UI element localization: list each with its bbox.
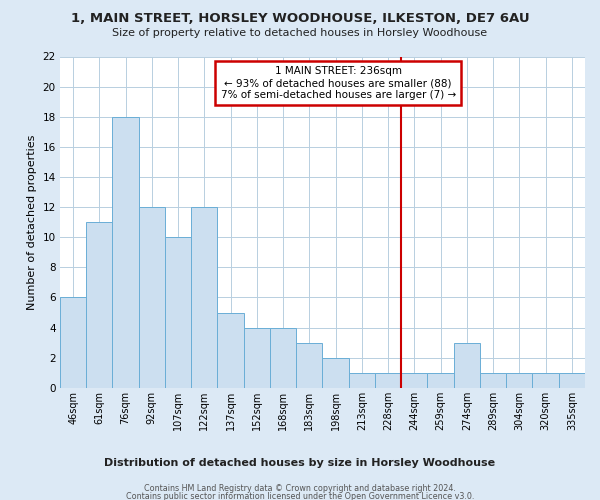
Bar xyxy=(86,222,112,388)
Text: Distribution of detached houses by size in Horsley Woodhouse: Distribution of detached houses by size … xyxy=(104,458,496,468)
Text: Contains public sector information licensed under the Open Government Licence v3: Contains public sector information licen… xyxy=(126,492,474,500)
Text: Contains HM Land Registry data © Crown copyright and database right 2024.: Contains HM Land Registry data © Crown c… xyxy=(144,484,456,493)
Text: 1 MAIN STREET: 236sqm
← 93% of detached houses are smaller (88)
7% of semi-detac: 1 MAIN STREET: 236sqm ← 93% of detached … xyxy=(221,66,456,100)
Bar xyxy=(217,312,244,388)
Bar xyxy=(532,373,559,388)
Bar xyxy=(375,373,401,388)
Y-axis label: Number of detached properties: Number of detached properties xyxy=(27,134,37,310)
Bar xyxy=(165,237,191,388)
Bar xyxy=(559,373,585,388)
Bar xyxy=(244,328,270,388)
Bar xyxy=(112,116,139,388)
Bar xyxy=(506,373,532,388)
Bar xyxy=(427,373,454,388)
Bar xyxy=(139,207,165,388)
Bar xyxy=(322,358,349,388)
Bar xyxy=(270,328,296,388)
Bar xyxy=(480,373,506,388)
Bar xyxy=(60,298,86,388)
Bar xyxy=(296,342,322,388)
Bar xyxy=(349,373,375,388)
Bar xyxy=(401,373,427,388)
Text: 1, MAIN STREET, HORSLEY WOODHOUSE, ILKESTON, DE7 6AU: 1, MAIN STREET, HORSLEY WOODHOUSE, ILKES… xyxy=(71,12,529,26)
Bar xyxy=(454,342,480,388)
Text: Size of property relative to detached houses in Horsley Woodhouse: Size of property relative to detached ho… xyxy=(112,28,488,38)
Bar xyxy=(191,207,217,388)
